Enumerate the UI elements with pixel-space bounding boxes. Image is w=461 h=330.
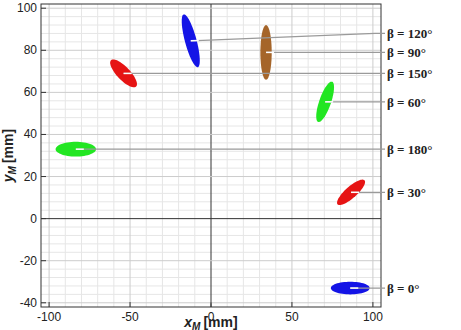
minor-grid-line: [259, 4, 260, 307]
minor-grid-line: [113, 4, 114, 307]
x-tick-label: -100: [37, 310, 61, 324]
x-tick: [291, 302, 292, 307]
leader-line: [325, 101, 385, 102]
marks: [56, 14, 370, 294]
x-axis-label: xM[mm]: [183, 314, 237, 330]
minor-grid-line: [146, 4, 147, 307]
y-tick-label: 40: [24, 127, 38, 141]
leader-start: [351, 192, 359, 194]
leader-start: [325, 101, 333, 103]
x-tick: [211, 302, 212, 307]
axis-subscript: M: [7, 165, 18, 174]
leader-line: [124, 73, 385, 74]
y-tick-label: 20: [24, 170, 38, 184]
y-tick: [41, 302, 46, 303]
y-tick: [41, 50, 46, 51]
y-tick-label: -40: [20, 296, 38, 310]
leader-start: [350, 287, 358, 289]
minor-grid-line: [162, 4, 163, 307]
leader-line: [351, 192, 385, 193]
grid-line: [130, 4, 131, 307]
series-label: β = 150°: [387, 66, 432, 81]
leader-line: [266, 52, 385, 53]
y-tick-label: 0: [30, 212, 37, 226]
grid-line: [49, 4, 50, 307]
grid-line: [41, 134, 381, 135]
plot-frame: [41, 4, 381, 307]
series-label: β = 120°: [387, 26, 432, 41]
ellipse-marker: [182, 14, 200, 67]
grid-line: [211, 4, 212, 307]
x-tick-label: 100: [363, 310, 383, 324]
grid-line: [41, 218, 381, 219]
series-label: β = 60°: [387, 95, 426, 110]
minor-grid-line: [308, 4, 309, 307]
y-axis-label: yM[mm]: [0, 129, 18, 183]
grid-line: [291, 4, 292, 307]
leader-line: [350, 287, 385, 288]
grid-line: [41, 176, 381, 177]
y-tick: [41, 260, 46, 261]
series-label: β = 180°: [387, 142, 432, 157]
minor-grid-line: [97, 4, 98, 307]
chart: -100-50050100-40-20020406080100xM[mm]yM[…: [0, 0, 461, 330]
minor-grid-line: [243, 4, 244, 307]
y-tick-label: 100: [17, 1, 37, 15]
y-tick: [41, 218, 46, 219]
y-tick: [41, 134, 46, 135]
grid-line: [41, 260, 381, 261]
minor-grid-line: [275, 4, 276, 307]
axis-subscript: M: [192, 321, 201, 330]
x-tick-label: 50: [285, 310, 299, 324]
series-label: β = 90°: [387, 45, 426, 60]
minor-grid: [41, 4, 381, 307]
leader-line: [76, 149, 385, 150]
minor-grid-line: [324, 4, 325, 307]
y-tick-label: 80: [24, 43, 38, 57]
y-tick: [41, 92, 46, 93]
ellipse-marker: [316, 82, 334, 122]
series-label: β = 30°: [387, 185, 426, 200]
leader-line: [191, 33, 385, 40]
y-tick: [41, 8, 46, 9]
minor-grid-line: [178, 4, 179, 307]
leader-start: [124, 73, 132, 75]
y-tick-label: -20: [20, 254, 38, 268]
x-tick: [49, 302, 50, 307]
y-tick: [41, 176, 46, 177]
x-tick: [372, 302, 373, 307]
grid-line: [41, 50, 381, 51]
minor-grid-line: [227, 4, 228, 307]
x-tick: [130, 302, 131, 307]
grid-line: [41, 8, 381, 9]
leader-start: [266, 52, 274, 54]
y-tick-label: 60: [24, 85, 38, 99]
axis-unit: [mm]: [203, 314, 237, 330]
grid-line: [372, 4, 373, 307]
axis-unit: [mm]: [0, 129, 16, 163]
leader-start: [76, 148, 84, 150]
leader-start: [191, 40, 199, 42]
minor-grid-line: [340, 4, 341, 307]
minor-grid-line: [356, 4, 357, 307]
x-tick-label: -50: [121, 310, 139, 324]
series-label: β = 0°: [387, 281, 419, 296]
